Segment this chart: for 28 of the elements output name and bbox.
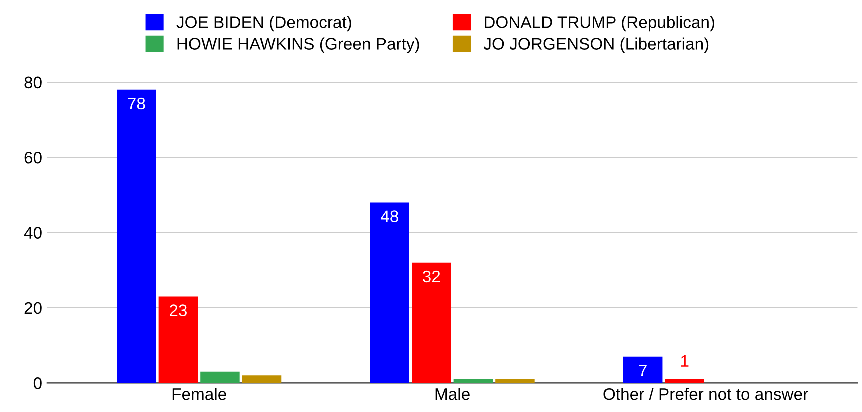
legend-label: HOWIE HAWKINS (Green Party) [178, 38, 420, 54]
data-label: 78 [128, 98, 146, 110]
data-label: 48 [380, 210, 398, 222]
bar [454, 379, 494, 384]
data-label: 32 [423, 270, 440, 283]
x-tick-label: Female [172, 388, 226, 400]
y-tick-label: 20 [24, 302, 42, 314]
legend-label: JOE BIDEN (Democrat) [176, 16, 352, 32]
x-tick-label: Other / Prefer not to answer [604, 388, 808, 400]
bar [665, 379, 704, 384]
legend-label: JO JORGENSON (Libertarian) [484, 38, 709, 54]
y-tick-label: 0 [34, 378, 42, 390]
bar [623, 356, 663, 384]
bar [496, 379, 535, 384]
legend-label: DONALD TRUMP (Republican) [485, 16, 714, 32]
y-tick-label: 40 [24, 227, 42, 239]
bar [370, 202, 410, 384]
bar [242, 376, 282, 384]
data-label: 23 [170, 304, 187, 316]
bar [200, 372, 240, 384]
data-label: 7 [639, 364, 647, 376]
y-tick-label: 80 [24, 76, 42, 89]
y-tick-label: 60 [24, 152, 42, 164]
bar [117, 90, 156, 384]
x-tick-label: Male [436, 388, 470, 400]
data-label: 1 [682, 355, 689, 367]
bar [158, 296, 198, 384]
bar [412, 262, 452, 384]
